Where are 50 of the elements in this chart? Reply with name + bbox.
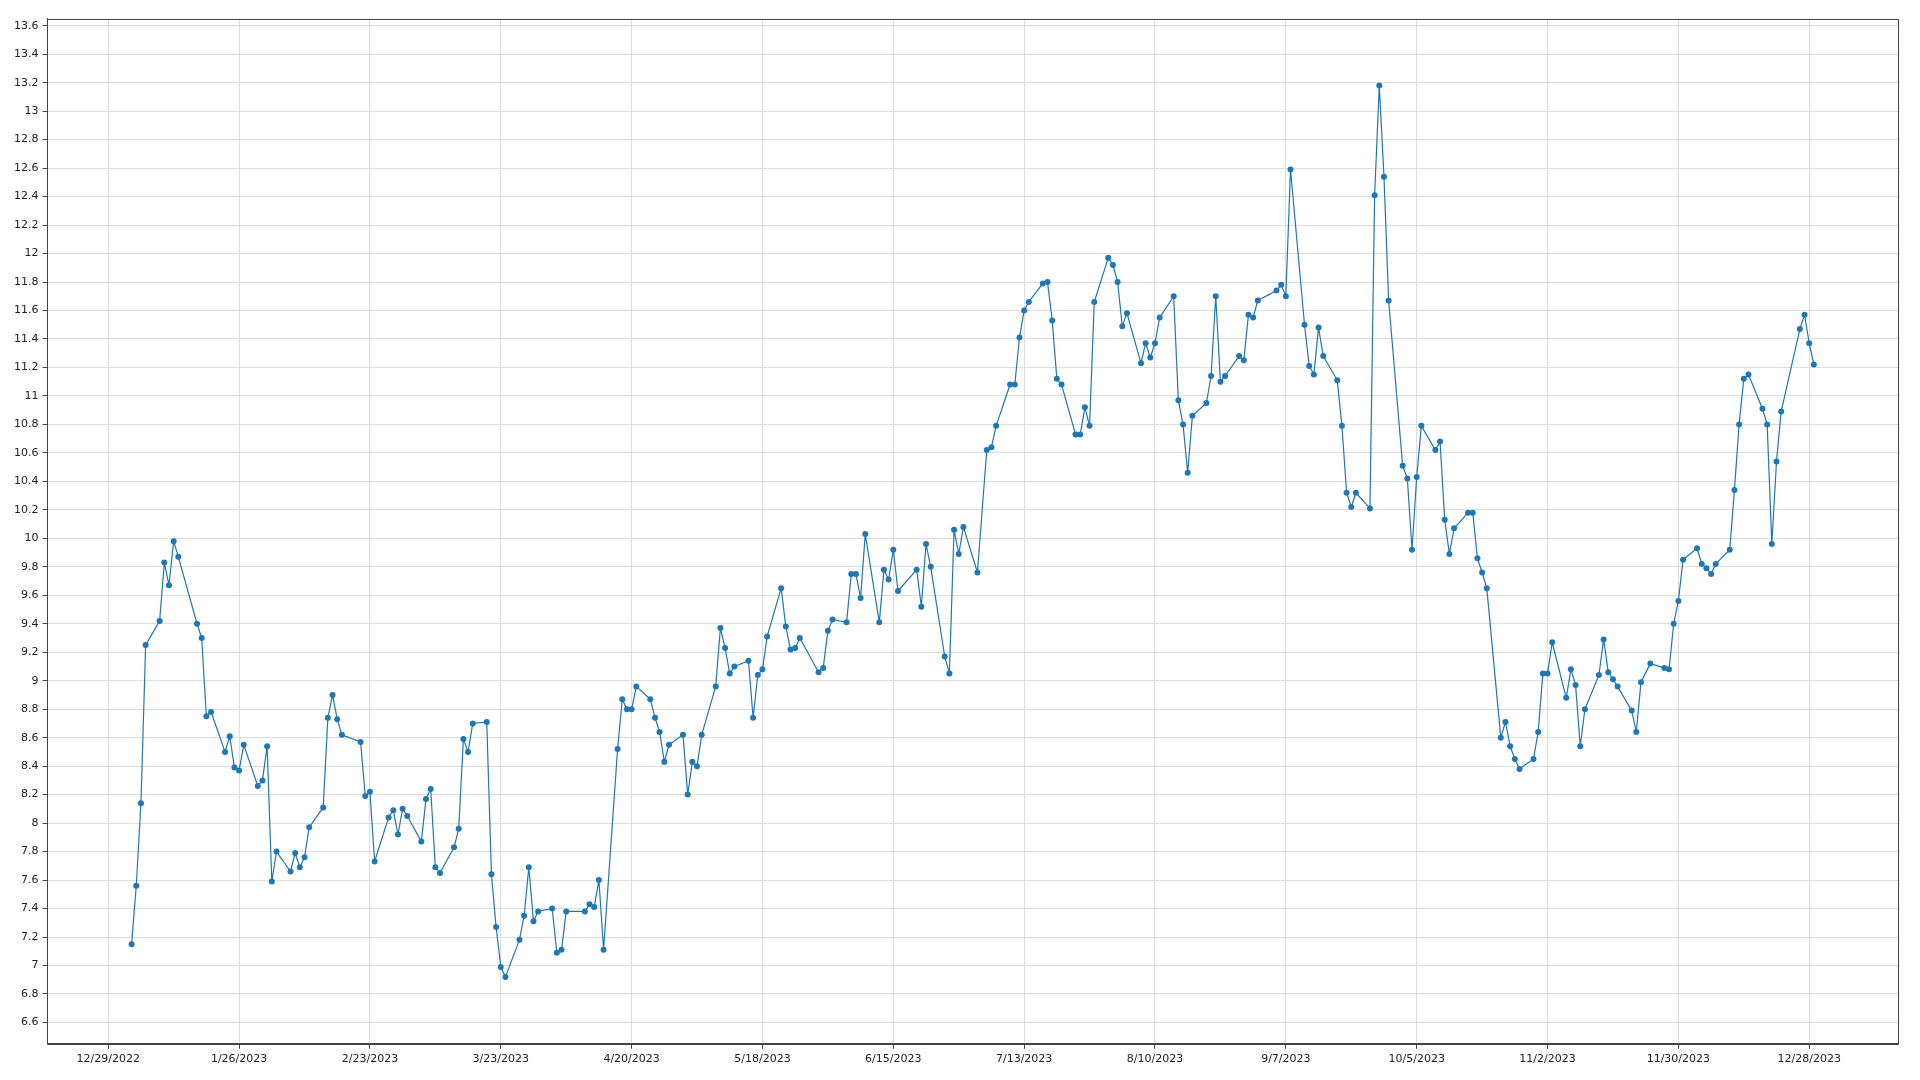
y-tick-label: 12.2 (13, 217, 39, 231)
x-tick-label: 9/7/2023 (1261, 1052, 1311, 1066)
x-tick-label: 1/26/2023 (210, 1052, 268, 1066)
y-tick-label: 9.6 (20, 588, 39, 602)
x-tick-label: 8/10/2023 (1126, 1052, 1184, 1066)
y-tick-label: 9.8 (20, 559, 39, 573)
x-tick-label: 7/13/2023 (995, 1052, 1053, 1066)
x-tick-label: 5/18/2023 (734, 1052, 791, 1066)
y-tick-label: 12 (24, 246, 39, 260)
y-tick-label: 7.6 (20, 872, 39, 886)
y-tick-label: 8.8 (20, 702, 39, 716)
x-tick-label: 12/29/2022 (76, 1052, 140, 1066)
y-tick-label: 10 (24, 531, 39, 545)
y-tick-label: 8.2 (20, 787, 39, 801)
y-tick-label: 10.4 (13, 474, 39, 488)
y-tick-label: 11.8 (13, 274, 39, 288)
y-tick-label: 9.2 (20, 645, 39, 659)
y-tick-label: 12.6 (13, 160, 39, 174)
y-tick-label: 7.8 (20, 844, 39, 858)
x-tick-label: 4/20/2023 (603, 1052, 660, 1066)
y-tick-label: 6.6 (20, 1015, 39, 1029)
y-tick-label: 9.4 (20, 616, 39, 630)
y-tick-label: 12.4 (13, 189, 39, 203)
x-tick-label: 11/30/2023 (1646, 1052, 1711, 1066)
x-tick-label: 12/28/2023 (1777, 1052, 1841, 1066)
y-tick-label: 8.6 (20, 730, 39, 744)
y-tick-label: 7 (31, 958, 39, 972)
y-tick-label: 10.6 (13, 445, 39, 459)
y-tick-label: 12.8 (13, 132, 39, 146)
y-tick-label: 8 (31, 815, 39, 829)
y-tick-label: 11.2 (13, 360, 39, 374)
y-tick-label: 10.8 (13, 417, 39, 431)
y-tick-label: 13.6 (13, 18, 39, 32)
y-tick-label: 10.2 (13, 502, 39, 516)
y-tick-label: 11.6 (13, 303, 39, 317)
y-tick-label: 6.8 (20, 986, 39, 1000)
y-tick-label: 8.4 (20, 759, 39, 772)
y-tick-label: 11.4 (13, 331, 39, 345)
x-tick-label: 10/5/2023 (1388, 1052, 1445, 1066)
y-tick-label: 9 (31, 673, 39, 687)
y-tick-label: 13 (24, 104, 39, 118)
y-tick-label: 7.4 (20, 901, 39, 915)
x-tick-label: 3/23/2023 (472, 1052, 529, 1066)
y-tick-label: 13.4 (13, 47, 39, 61)
x-tick-label: 11/2/2023 (1519, 1052, 1576, 1066)
y-tick-label: 13.2 (13, 75, 39, 89)
y-tick-label: 11 (24, 388, 39, 402)
y-tick-label: 7.2 (20, 929, 39, 943)
x-tick-label: 2/23/2023 (341, 1052, 399, 1066)
x-tick-label: 6/15/2023 (865, 1052, 922, 1066)
